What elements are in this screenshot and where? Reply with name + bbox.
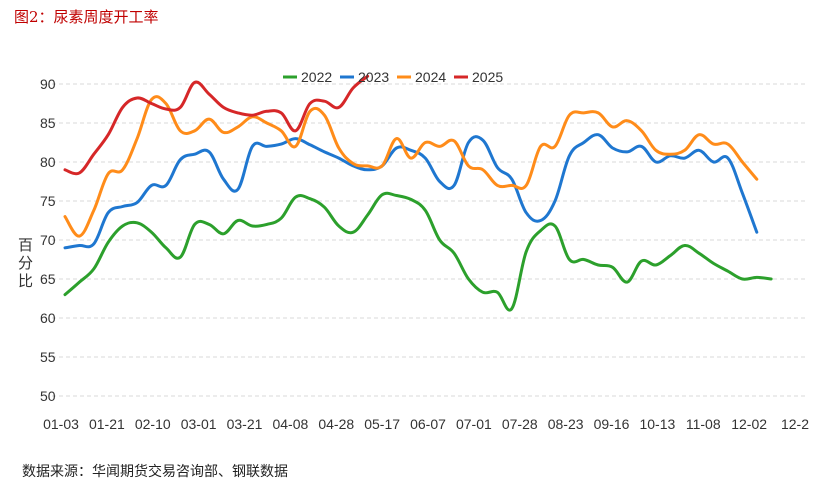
legend: 2022 2023 2024 2025 xyxy=(283,69,503,85)
legend-label-2024: 2024 xyxy=(415,69,446,85)
x-tick-9: 07-01 xyxy=(456,416,492,432)
series-line-2022 xyxy=(63,191,773,312)
y-tick-60: 60 xyxy=(40,310,56,326)
y-tick-90: 90 xyxy=(40,76,56,92)
x-tick-4: 03-21 xyxy=(227,416,263,432)
x-tick-8: 06-07 xyxy=(410,416,446,432)
y-tick-65: 65 xyxy=(40,271,56,287)
y-tick-85: 85 xyxy=(40,115,56,131)
x-tick-2: 02-10 xyxy=(135,416,171,432)
x-tick-15: 12-02 xyxy=(731,416,767,432)
series-lines xyxy=(63,74,773,312)
x-tick-13: 10-13 xyxy=(639,416,675,432)
series-line-2025 xyxy=(63,74,370,176)
figure-title: 图2：尿素周度开工率 xyxy=(14,8,159,26)
y-tick-75: 75 xyxy=(40,193,56,209)
x-tick-1: 01-21 xyxy=(89,416,125,432)
grid-lines xyxy=(52,83,805,397)
x-tick-16: 12-2 xyxy=(781,416,809,432)
x-tick-0: 01-03 xyxy=(43,416,79,432)
legend-label-2025: 2025 xyxy=(472,69,503,85)
y-tick-70: 70 xyxy=(40,232,56,248)
source-note: 数据来源：华闻期货交易咨询部、钢联数据 xyxy=(22,464,288,480)
x-tick-7: 05-17 xyxy=(364,416,400,432)
y-axis-label: 百分比 xyxy=(18,236,33,290)
legend-label-2022: 2022 xyxy=(301,69,332,85)
x-tick-10: 07-28 xyxy=(502,416,538,432)
x-tick-labels: 01-03 01-21 02-10 03-01 03-21 04-08 04-28 05-17… xyxy=(43,416,809,432)
y-tick-50: 50 xyxy=(40,388,56,404)
x-tick-6: 04-28 xyxy=(318,416,354,432)
x-tick-14: 11-08 xyxy=(686,416,721,432)
x-tick-11: 08-23 xyxy=(548,416,584,432)
legend-label-2023: 2023 xyxy=(358,69,389,85)
y-tick-55: 55 xyxy=(40,349,56,365)
y-tick-labels: 50 55 60 65 70 75 80 85 90 xyxy=(40,76,56,404)
x-tick-12: 09-16 xyxy=(594,416,630,432)
series-line-2024 xyxy=(63,95,759,238)
series-line-2023 xyxy=(63,133,759,250)
x-tick-3: 03-01 xyxy=(181,416,217,432)
y-tick-80: 80 xyxy=(40,154,56,170)
x-tick-5: 04-08 xyxy=(272,416,308,432)
